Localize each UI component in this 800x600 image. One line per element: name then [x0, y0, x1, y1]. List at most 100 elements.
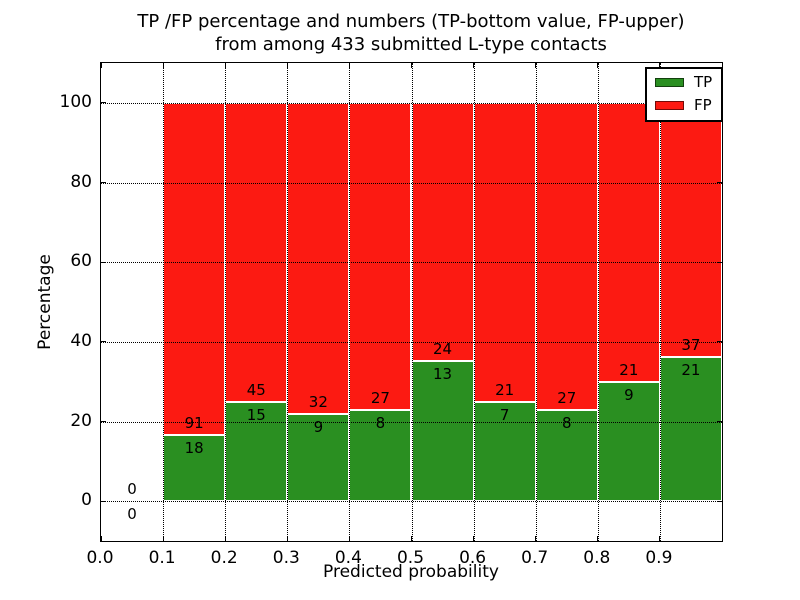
fp-count-label: 37 — [681, 335, 701, 354]
legend-entry-tp: TP — [655, 75, 712, 90]
bar-segment-tp — [349, 410, 412, 502]
fp-count-label: 24 — [433, 340, 453, 359]
grid-line-v — [287, 63, 289, 541]
grid-line-v — [659, 63, 661, 541]
x-tick-label: 0.0 — [86, 548, 114, 568]
fp-count-label: 91 — [184, 414, 204, 433]
bar-segment-fp — [163, 102, 226, 436]
y-tick-label: 20 — [70, 410, 92, 431]
tp-count-label: 8 — [561, 414, 572, 433]
grid-line-v — [225, 63, 227, 541]
x-tick-mark — [535, 63, 537, 68]
tp-count-label: 21 — [681, 360, 701, 379]
x-tick-mark — [224, 536, 226, 541]
x-tick-mark — [473, 63, 475, 68]
grid-line-v — [163, 63, 165, 541]
y-tick-mark — [101, 261, 106, 263]
legend-label: FP — [694, 96, 712, 114]
legend-swatch-tp — [655, 78, 684, 87]
bar-segment-tp — [473, 401, 536, 502]
tp-count-label: 9 — [624, 385, 634, 404]
bar-segment-tp — [659, 356, 722, 502]
legend-swatch-fp — [655, 101, 684, 110]
chart-title-line1: TP /FP percentage and numbers (TP-bottom… — [137, 11, 685, 32]
grid-line-v — [535, 63, 537, 541]
x-tick-mark — [659, 536, 661, 541]
x-tick-label: 0.7 — [521, 548, 549, 568]
fp-count-label: 45 — [246, 380, 266, 399]
fp-count-label: 21 — [619, 360, 639, 379]
fp-count-label: 32 — [308, 392, 328, 411]
bar-segment-tp — [535, 410, 598, 502]
tp-count-label: 7 — [499, 405, 510, 424]
x-tick-mark — [411, 536, 412, 541]
chart-title-line2: from among 433 submitted L-type contacts — [215, 34, 607, 55]
x-tick-mark — [597, 536, 599, 541]
x-tick-mark — [473, 536, 475, 541]
tp-count-label: 18 — [184, 439, 204, 458]
bar-segment-fp — [597, 102, 660, 382]
bar-segment-fp — [411, 102, 474, 362]
bar-segment-fp — [287, 102, 350, 414]
tp-count-label: 9 — [313, 417, 324, 436]
x-tick-mark — [286, 536, 288, 541]
bar-segment-tp — [287, 413, 350, 502]
x-tick-label: 0.5 — [396, 548, 425, 568]
x-tick-mark — [100, 536, 102, 541]
fp-count-label: 21 — [495, 380, 515, 399]
y-tick-label: 100 — [59, 91, 92, 112]
legend: TP FP — [645, 67, 724, 122]
x-tick-mark — [535, 536, 537, 541]
x-tick-label: 0.6 — [459, 548, 487, 568]
y-tick-mark — [717, 261, 722, 263]
bar-segment-fp — [225, 102, 288, 402]
plot-area: 0 0 91 18 45 15 32 9 27 8 24 13 21 7 27 8 21 9 37 21 — [100, 62, 723, 542]
bar-segment-fp — [659, 102, 722, 357]
x-tick-mark — [348, 63, 350, 68]
y-tick-label: 0 — [81, 490, 92, 511]
tp-count-label: 15 — [246, 405, 266, 424]
tp-count-label: 8 — [375, 414, 386, 433]
fp-count-label: 0 — [127, 480, 137, 499]
y-tick-label: 80 — [70, 171, 92, 192]
legend-entry-fp: FP — [655, 98, 712, 113]
x-tick-mark — [162, 63, 164, 68]
x-tick-mark — [162, 536, 164, 541]
fp-count-label: 27 — [557, 389, 577, 408]
bar-segment-fp — [473, 102, 536, 402]
y-tick-mark — [101, 500, 106, 502]
x-tick-label: 0.3 — [272, 548, 300, 568]
tp-count-label: 0 — [127, 505, 137, 524]
x-tick-mark — [224, 63, 226, 68]
grid-line-v — [597, 63, 599, 541]
y-tick-mark — [101, 102, 106, 104]
tp-count-label: 13 — [433, 365, 453, 384]
x-axis-label: Predicted probability — [323, 562, 499, 582]
bar-segment-fp — [349, 102, 412, 411]
y-tick-mark — [101, 341, 106, 343]
chart-title: TP /FP percentage and numbers (TP-bottom… — [100, 10, 722, 56]
y-tick-mark — [717, 421, 722, 422]
x-tick-mark — [348, 536, 350, 541]
grid-line-v — [473, 63, 475, 541]
x-tick-label: 0.8 — [583, 548, 611, 568]
y-tick-mark — [717, 182, 722, 183]
y-tick-mark — [101, 182, 106, 183]
x-tick-label: 0.1 — [148, 548, 176, 568]
legend-label: TP — [694, 73, 713, 91]
fp-count-label: 27 — [370, 389, 390, 408]
x-tick-mark — [597, 63, 599, 68]
x-tick-mark — [100, 63, 102, 68]
x-tick-mark — [659, 63, 661, 68]
grid-line-v — [349, 63, 351, 541]
bar-segment-tp — [597, 381, 660, 502]
x-tick-label: 0.2 — [210, 548, 238, 568]
x-tick-mark — [411, 63, 412, 68]
y-tick-mark — [717, 341, 722, 343]
y-tick-label: 40 — [70, 330, 92, 351]
y-tick-label: 60 — [70, 251, 92, 272]
x-tick-mark — [286, 63, 288, 68]
x-tick-label: 0.9 — [645, 548, 673, 568]
y-tick-mark — [717, 500, 722, 502]
